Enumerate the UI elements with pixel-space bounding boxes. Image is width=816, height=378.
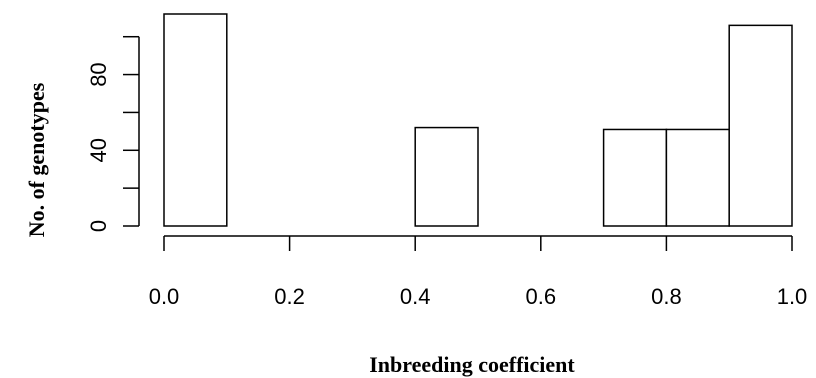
- x-tick-label-0: 0.0: [149, 284, 180, 309]
- x-tick-label-5: 1.0: [777, 284, 808, 309]
- histogram-bar-9: [728, 24, 793, 227]
- histogram-bar-8: [665, 128, 730, 227]
- histogram-bars: [163, 13, 793, 227]
- x-tick-label-4: 0.8: [651, 284, 682, 309]
- histogram-bar-4: [414, 126, 479, 227]
- y-axis-title: No. of genotypes: [24, 82, 49, 237]
- x-tick-label-1: 0.2: [274, 284, 305, 309]
- y-tick-label-0: 0: [86, 220, 111, 232]
- y-axis: 0 40 80: [86, 35, 140, 232]
- x-tick-label-2: 0.4: [400, 284, 431, 309]
- x-axis-title: Inbreeding coefficient: [369, 352, 575, 377]
- y-tick-label-1: 40: [86, 138, 111, 162]
- x-axis: 0.0 0.2 0.4 0.6 0.8 1.0: [149, 235, 808, 309]
- x-tick-label-3: 0.6: [526, 284, 557, 309]
- histogram-bar-0: [163, 13, 228, 227]
- histogram-bar-7: [602, 128, 668, 227]
- y-tick-label-2: 80: [86, 62, 111, 86]
